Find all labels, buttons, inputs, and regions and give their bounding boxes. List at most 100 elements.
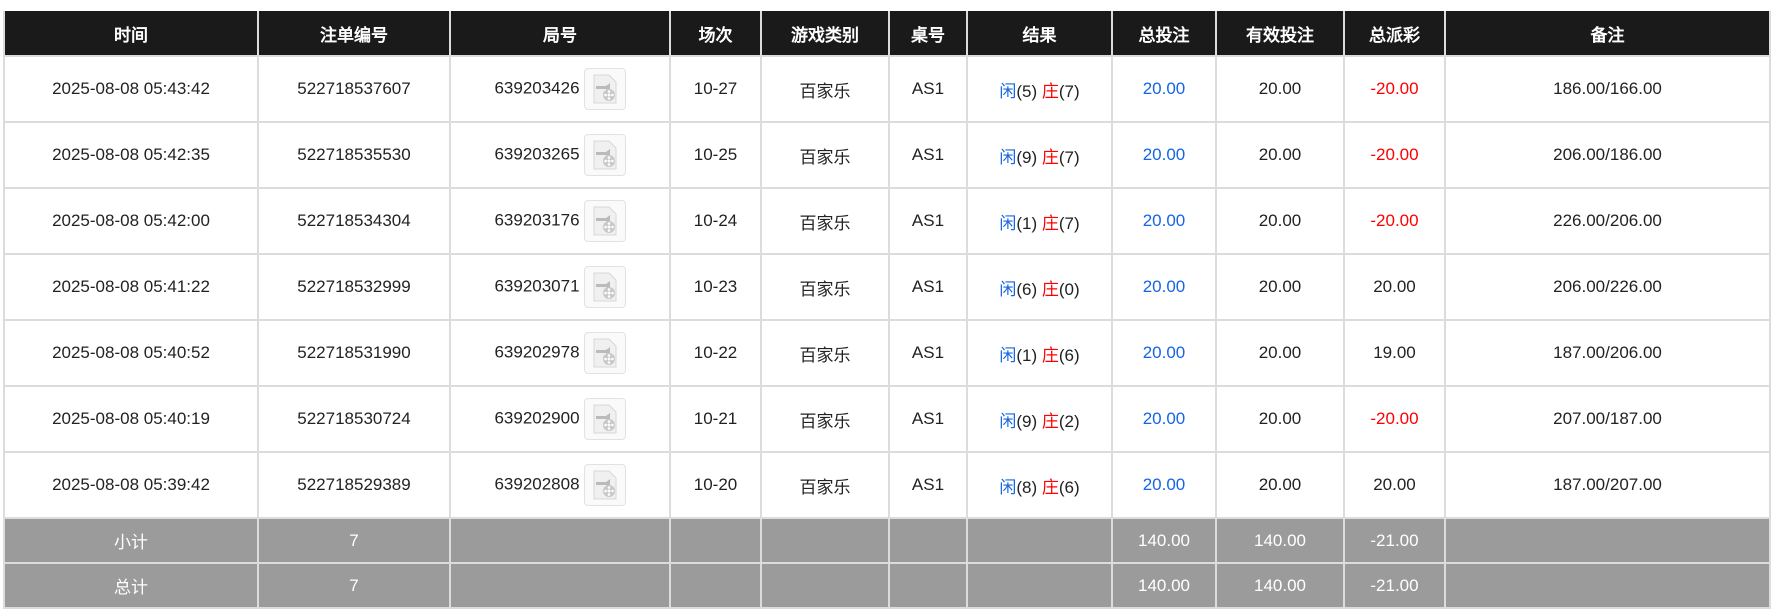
empty-cell	[966, 562, 1113, 609]
summary-valid-bet: 140.00	[1215, 517, 1345, 564]
table-row: 2025-08-08 05:40:52 522718531990 6392029…	[3, 319, 1771, 387]
note: 206.00/226.00	[1444, 253, 1771, 321]
player-score: (1)	[1016, 213, 1038, 233]
round-id: 639203265	[494, 144, 580, 164]
note: 186.00/166.00	[1444, 55, 1771, 123]
game-type: 百家乐	[760, 253, 890, 321]
payout: -20.00	[1343, 187, 1446, 255]
valid-bet: 20.00	[1215, 253, 1345, 321]
video-file-icon[interactable]	[583, 398, 626, 440]
table-id: AS1	[888, 55, 968, 123]
player-score: (9)	[1016, 411, 1038, 431]
player-score: (8)	[1016, 477, 1038, 497]
note: 187.00/206.00	[1444, 319, 1771, 387]
table-row: 2025-08-08 05:43:42 522718537607 6392034…	[3, 55, 1771, 123]
valid-bet: 20.00	[1215, 187, 1345, 255]
column-header: 有效投注	[1215, 11, 1345, 57]
result: 闲(9) 庄(2)	[966, 385, 1113, 453]
bet-id: 522718532999	[257, 253, 451, 321]
bet-records-table: 时间 注单编号 局号 场次 游戏类别 桌号 结果 总投注 有效投注 总派彩 备注 2025-08-0…	[3, 11, 1771, 609]
bet-time: 2025-08-08 05:40:19	[3, 385, 259, 453]
game-type: 百家乐	[760, 187, 890, 255]
summary-total-bet: 140.00	[1111, 562, 1217, 609]
player-score: (5)	[1016, 81, 1038, 101]
round-cell: 639203265	[449, 121, 671, 189]
note: 206.00/186.00	[1444, 121, 1771, 189]
session: 10-25	[669, 121, 762, 189]
empty-cell	[669, 517, 762, 564]
video-file-icon[interactable]	[583, 134, 626, 176]
session: 10-21	[669, 385, 762, 453]
table-id: AS1	[888, 451, 968, 519]
banker-score: (2)	[1058, 411, 1080, 431]
total-bet: 20.00	[1111, 187, 1217, 255]
table-id: AS1	[888, 319, 968, 387]
bet-id: 522718534304	[257, 187, 451, 255]
payout: -20.00	[1343, 121, 1446, 189]
column-header: 备注	[1444, 11, 1771, 57]
summary-label: 总计	[3, 562, 259, 609]
table-row: 2025-08-08 05:42:00 522718534304 6392031…	[3, 187, 1771, 255]
table-row: 2025-08-08 05:42:35 522718535530 6392032…	[3, 121, 1771, 189]
round-cell: 639202978	[449, 319, 671, 387]
player-label: 闲	[999, 213, 1017, 233]
banker-label: 庄	[1041, 81, 1059, 101]
game-type: 百家乐	[760, 121, 890, 189]
banker-score: (0)	[1058, 279, 1080, 299]
empty-cell	[449, 517, 671, 564]
game-type: 百家乐	[760, 55, 890, 123]
empty-cell	[888, 562, 968, 609]
empty-cell	[760, 562, 890, 609]
table-id: AS1	[888, 187, 968, 255]
empty-cell	[1444, 517, 1771, 564]
summary-payout: -21.00	[1343, 517, 1446, 564]
player-score: (1)	[1016, 345, 1038, 365]
payout: 19.00	[1343, 319, 1446, 387]
summary-row: 小计 7 140.00 140.00 -21.00	[3, 517, 1771, 564]
game-type: 百家乐	[760, 319, 890, 387]
empty-cell	[449, 562, 671, 609]
payout: 20.00	[1343, 253, 1446, 321]
total-bet: 20.00	[1111, 451, 1217, 519]
column-header: 总派彩	[1343, 11, 1446, 57]
session: 10-20	[669, 451, 762, 519]
payout: 20.00	[1343, 451, 1446, 519]
session: 10-23	[669, 253, 762, 321]
player-label: 闲	[999, 477, 1017, 497]
column-header: 时间	[3, 11, 259, 57]
bet-time: 2025-08-08 05:40:52	[3, 319, 259, 387]
round-cell: 639203176	[449, 187, 671, 255]
column-header: 游戏类别	[760, 11, 890, 57]
round-id: 639202808	[494, 474, 580, 494]
table-id: AS1	[888, 121, 968, 189]
bet-time: 2025-08-08 05:41:22	[3, 253, 259, 321]
result: 闲(1) 庄(6)	[966, 319, 1113, 387]
video-file-icon[interactable]	[583, 464, 626, 506]
payout: -20.00	[1343, 385, 1446, 453]
player-label: 闲	[999, 345, 1017, 365]
banker-label: 庄	[1041, 213, 1059, 233]
round-id: 639202900	[494, 408, 580, 428]
video-file-icon[interactable]	[583, 200, 626, 242]
round-cell: 639203071	[449, 253, 671, 321]
bet-time: 2025-08-08 05:43:42	[3, 55, 259, 123]
empty-cell	[1444, 562, 1771, 609]
game-type: 百家乐	[760, 385, 890, 453]
result: 闲(8) 庄(6)	[966, 451, 1113, 519]
total-bet: 20.00	[1111, 121, 1217, 189]
bet-id: 522718535530	[257, 121, 451, 189]
bet-id: 522718529389	[257, 451, 451, 519]
player-score: (9)	[1016, 147, 1038, 167]
valid-bet: 20.00	[1215, 121, 1345, 189]
video-file-icon[interactable]	[583, 332, 626, 374]
player-score: (6)	[1016, 279, 1038, 299]
banker-label: 庄	[1041, 279, 1059, 299]
video-file-icon[interactable]	[583, 68, 626, 110]
round-id: 639203176	[494, 210, 580, 230]
banker-label: 庄	[1041, 147, 1059, 167]
note: 207.00/187.00	[1444, 385, 1771, 453]
total-bet: 20.00	[1111, 385, 1217, 453]
video-file-icon[interactable]	[583, 266, 626, 308]
bet-time: 2025-08-08 05:42:35	[3, 121, 259, 189]
session: 10-27	[669, 55, 762, 123]
